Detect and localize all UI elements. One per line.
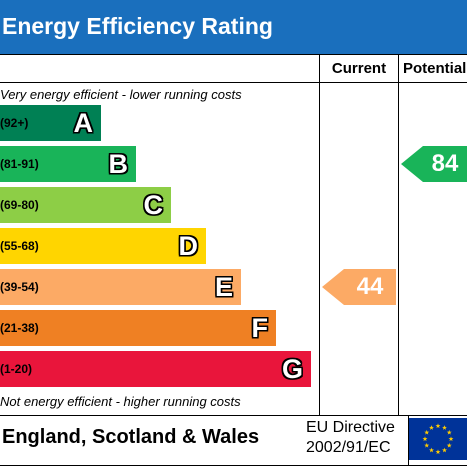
column-header-current: Current <box>331 60 387 77</box>
flag-star <box>429 447 434 453</box>
eu-flag-icon <box>409 418 467 460</box>
frame-footer-divider <box>408 416 409 466</box>
frame-divider-right <box>398 54 399 416</box>
footer-directive: EU Directive 2002/91/EC <box>306 418 406 458</box>
flag-star <box>446 429 452 435</box>
band-letter: A <box>73 108 94 138</box>
band-range-label: (69-80) <box>0 198 39 212</box>
band-d: (55-68) D <box>0 228 206 264</box>
band-letter: G <box>281 354 303 384</box>
flag-star <box>424 429 430 435</box>
flag-star <box>422 436 428 442</box>
band-letter: E <box>214 272 233 302</box>
flag-star <box>442 447 447 453</box>
band-letter: B <box>108 149 129 179</box>
flag-star <box>435 423 441 429</box>
band-range-label: (92+) <box>0 116 29 130</box>
flag-star <box>435 449 441 455</box>
band-range-label: (81-91) <box>0 157 39 171</box>
band-letter: D <box>178 231 199 261</box>
potential-rating-value: 84 <box>431 150 459 177</box>
frame-footer-line <box>0 465 467 466</box>
directive-line-1: EU Directive <box>306 419 395 436</box>
current-rating-arrow: 44 <box>322 269 396 305</box>
potential-rating-arrow: 84 <box>401 146 467 182</box>
page-title: Energy Efficiency Rating <box>2 13 273 39</box>
bottom-note: Not energy efficient - higher running co… <box>0 394 241 409</box>
band-a: (92+) A <box>0 105 101 141</box>
flag-star <box>448 436 454 442</box>
current-rating-value: 44 <box>356 273 384 300</box>
frame-header-line <box>0 82 467 83</box>
flag-star <box>424 442 430 448</box>
top-note: Very energy efficient - lower running co… <box>0 87 242 102</box>
frame-bottom-line <box>0 415 467 416</box>
band-range-label: (55-68) <box>0 239 39 253</box>
footer-country: England, Scotland & Wales <box>2 426 260 448</box>
band-letter: F <box>251 313 269 343</box>
flag-star <box>442 425 447 430</box>
directive-line-2: 2002/91/EC <box>306 439 391 456</box>
band-range-label: (1-20) <box>0 362 33 376</box>
column-header-potential: Potential <box>403 60 467 77</box>
band-letter: C <box>143 190 164 220</box>
band-f: (21-38) F <box>0 310 276 346</box>
band-c: (69-80) C <box>0 187 171 223</box>
band-b: (81-91) B <box>0 146 136 182</box>
frame-top-line <box>0 54 467 55</box>
band-range-label: (39-54) <box>0 280 39 294</box>
flag-star <box>429 425 434 430</box>
band-g: (1-20) G <box>0 351 311 387</box>
frame-divider-left <box>319 54 320 416</box>
header-bar: Energy Efficiency Rating <box>0 0 467 54</box>
band-range-label: (21-38) <box>0 321 39 335</box>
band-e: (39-54) E <box>0 269 241 305</box>
flag-star <box>446 442 452 448</box>
